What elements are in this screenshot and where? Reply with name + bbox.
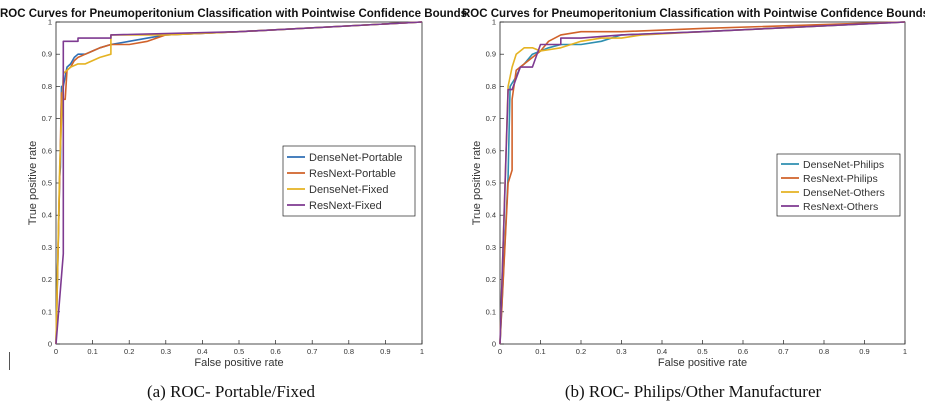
y-axis-label: True positive rate [471, 141, 483, 226]
x-tick-label: 0.6 [738, 347, 748, 356]
x-tick-label: 0.8 [819, 347, 829, 356]
legend-label: ResNext-Others [803, 201, 878, 213]
x-axis-label: False positive rate [194, 357, 283, 369]
x-tick-label: 0.7 [778, 347, 788, 356]
legend-label: ResNext-Fixed [309, 200, 382, 212]
y-tick-label: 0.3 [486, 243, 496, 252]
y-tick-label: 0.4 [42, 211, 52, 220]
x-tick-label: 0.4 [197, 347, 207, 356]
roc-plot-a: 0 0.1 0.2 0.3 0.4 0.5 0.6 0.7 0.8 0.9 1 0 0.1 0.2 0.3 0… [27, 18, 424, 370]
x-tick-label: 0.6 [270, 347, 280, 356]
y-tick-label: 0.7 [486, 114, 496, 123]
legend-label: ResNext-Philips [803, 173, 878, 185]
x-tick-label: 0.1 [535, 347, 545, 356]
text-cursor [9, 352, 10, 370]
legend: DenseNet-Philips ResNext-Philips DenseNet-… [776, 153, 901, 217]
series-line-resnext-others [499, 21, 906, 345]
y-tick-label: 0.6 [486, 146, 496, 155]
chart-title: ROC Curves for Pneumoperitonium Classifi… [462, 8, 925, 20]
y-tick-label: 1 [48, 18, 52, 27]
y-tick-label: 0 [492, 340, 496, 349]
y-tick-label: 0.5 [486, 179, 496, 188]
x-tick-label: 0.3 [616, 347, 626, 356]
x-tick-label: 0 [498, 347, 502, 356]
x-tick-label: 0.2 [124, 347, 134, 356]
series-line-densenet-others [499, 21, 906, 345]
caption-a: (a) ROC- Portable/Fixed [146, 382, 316, 401]
caption-b: (b) ROC- Philips/Other Manufacturer [564, 382, 822, 401]
x-tick-label: 0.2 [576, 347, 586, 356]
x-tick-label: 0.7 [307, 347, 317, 356]
y-tick-label: 0.9 [42, 50, 52, 59]
x-tick-label: 0.5 [697, 347, 707, 356]
roc-chart-b: ROC Curves for Pneumoperitonium Classifi… [462, 0, 925, 407]
legend-label: DenseNet-Others [803, 187, 885, 199]
y-tick-label: 0.6 [42, 146, 52, 155]
y-tick-label: 1 [492, 18, 496, 27]
roc-chart-a: ROC Curves for Pneumoperitonium Classifi… [0, 0, 468, 407]
legend: DenseNet-Portable ResNext-Portable DenseNe… [282, 145, 416, 217]
y-tick-label: 0.1 [42, 307, 52, 316]
y-tick-label: 0.8 [42, 82, 52, 91]
x-tick-label: 1 [420, 347, 424, 356]
legend-label: DenseNet-Fixed [309, 184, 388, 196]
y-tick-label: 0.1 [486, 307, 496, 316]
y-tick-label: 0.8 [486, 82, 496, 91]
legend-label: ResNext-Portable [309, 168, 396, 180]
x-tick-label: 0 [54, 347, 58, 356]
legend-label: DenseNet-Philips [803, 159, 884, 171]
x-tick-label: 0.4 [657, 347, 667, 356]
series-line-resnext-fixed [55, 21, 423, 345]
roc-plot-b: 0 0.1 0.2 0.3 0.4 0.5 0.6 0.7 0.8 0.9 1 0 0.1 0.2 0.3 0… [471, 18, 907, 370]
x-tick-label: 0.1 [87, 347, 97, 356]
x-tick-label: 1 [903, 347, 907, 356]
y-tick-label: 0.4 [486, 211, 496, 220]
legend-label: DenseNet-Portable [309, 152, 403, 164]
y-tick-label: 0 [48, 340, 52, 349]
y-tick-label: 0.7 [42, 114, 52, 123]
y-tick-label: 0.3 [42, 243, 52, 252]
x-tick-label: 0.9 [380, 347, 390, 356]
x-tick-label: 0.3 [161, 347, 171, 356]
y-tick-label: 0.9 [486, 50, 496, 59]
y-tick-label: 0.5 [42, 179, 52, 188]
x-axis-label: False positive rate [658, 357, 747, 369]
y-tick-label: 0.2 [42, 275, 52, 284]
chart-title: ROC Curves for Pneumoperitonium Classifi… [0, 8, 468, 20]
x-tick-label: 0.9 [859, 347, 869, 356]
series-line-densenet-fixed [55, 21, 423, 345]
x-tick-label: 0.8 [344, 347, 354, 356]
y-axis-label: True positive rate [27, 141, 39, 226]
y-tick-label: 0.2 [486, 275, 496, 284]
x-tick-label: 0.5 [234, 347, 244, 356]
